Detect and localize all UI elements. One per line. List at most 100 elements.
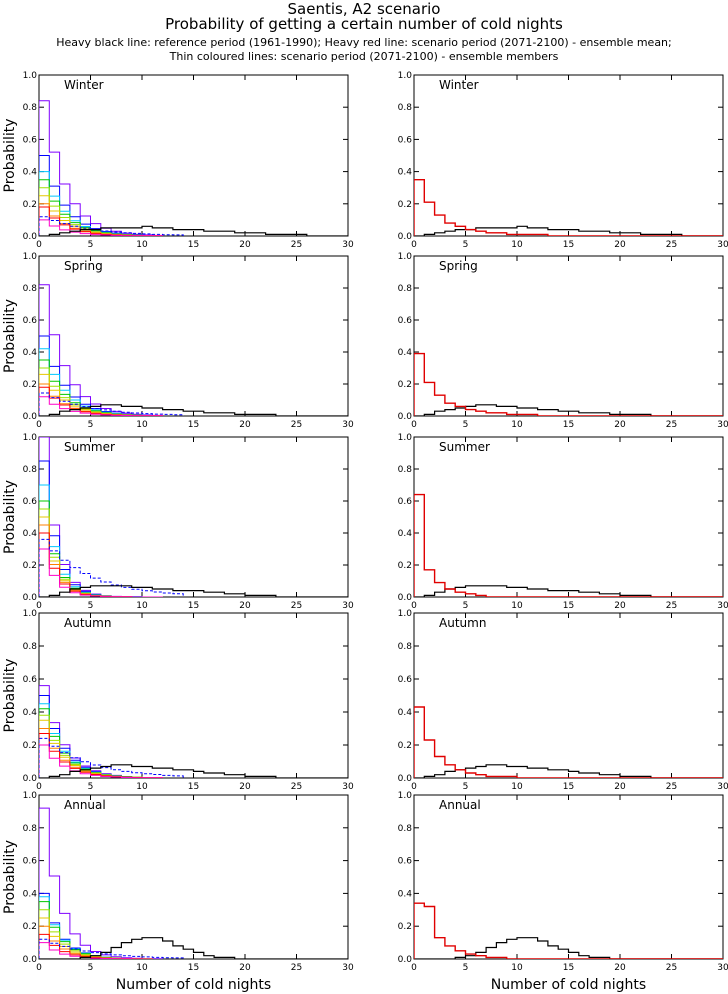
x-tick-label: 10 xyxy=(511,963,523,973)
x-tick-label: 5 xyxy=(88,963,94,973)
season-label: Summer xyxy=(64,440,115,454)
x-tick-label: 15 xyxy=(188,601,199,611)
y-tick-label: 1.0 xyxy=(23,791,38,801)
ensemble-member-line xyxy=(39,942,163,959)
x-tick-label: 30 xyxy=(342,782,354,792)
y-tick-label: 0.6 xyxy=(23,497,38,507)
y-tick-label: 0.2 xyxy=(23,380,37,390)
y-tick-label: 1.0 xyxy=(23,71,38,81)
x-tick-label: 15 xyxy=(563,963,574,973)
x-tick-label: 0 xyxy=(36,420,42,430)
y-tick-label: 0.2 xyxy=(23,561,37,571)
reference-period-line xyxy=(39,225,348,236)
x-tick-label: 20 xyxy=(614,420,626,430)
reference-period-line xyxy=(39,764,348,778)
y-tick-label: 0.0 xyxy=(23,412,38,422)
x-tick-label: 20 xyxy=(239,601,251,611)
plot-area xyxy=(414,493,723,597)
y-tick-label: 0.0 xyxy=(398,593,413,603)
x-tick-label: 30 xyxy=(342,420,354,430)
reference-period-line xyxy=(414,225,723,236)
legend-note-line-1: Heavy black line: reference period (1961… xyxy=(56,36,672,49)
y-tick-label: 0.0 xyxy=(398,412,413,422)
season-label: Autumn xyxy=(64,616,111,630)
y-tick-label: 0.2 xyxy=(23,200,37,210)
scenario-mean-line xyxy=(414,902,723,959)
plot-frame xyxy=(38,436,349,598)
y-tick-label: 0.8 xyxy=(23,103,38,113)
y-tick-label: 0.4 xyxy=(398,708,413,718)
y-tick-label: 1.0 xyxy=(398,252,413,262)
season-label: Spring xyxy=(439,259,478,273)
x-tick-label: 15 xyxy=(188,420,199,430)
legend-note-line-2: Thin coloured lines: scenario period (20… xyxy=(169,50,559,63)
ensemble-member-line xyxy=(39,500,163,597)
x-tick-label: 25 xyxy=(291,963,302,973)
ensemble-member-line xyxy=(39,396,164,416)
y-tick-label: 0.2 xyxy=(23,741,37,751)
x-tick-label: 0 xyxy=(411,601,417,611)
x-tick-label: 20 xyxy=(239,240,251,250)
season-label: Annual xyxy=(64,798,106,812)
x-tick-label: 0 xyxy=(36,963,42,973)
y-tick-label: 0.6 xyxy=(23,316,38,326)
y-tick-label: 0.4 xyxy=(23,529,38,539)
season-label: Winter xyxy=(64,78,104,92)
plot-area xyxy=(414,706,723,778)
y-tick-label: 0.0 xyxy=(398,774,413,784)
y-tick-label: 0.6 xyxy=(23,675,38,685)
x-tick-label: 25 xyxy=(666,420,677,430)
y-tick-label: 0.6 xyxy=(23,857,38,867)
y-tick-label: 0.4 xyxy=(398,529,413,539)
ensemble-member-dashed xyxy=(39,538,184,597)
x-tick-label: 5 xyxy=(463,601,469,611)
plot-frame xyxy=(413,436,724,598)
figure-subtitle: Probability of getting a certain number … xyxy=(165,15,563,33)
ensemble-member-line xyxy=(39,548,163,597)
y-tick-label: 0.8 xyxy=(23,642,38,652)
panel-winter-mean: 0.0 0.2 0.4 0.6 0.8 1.0 0 5 10 15 20 25 30 Winter xyxy=(398,71,728,250)
ensemble-member-line xyxy=(39,219,164,236)
y-axis-title: Probability xyxy=(2,840,18,914)
x-tick-label: 5 xyxy=(463,420,469,430)
y-axis-title: Probability xyxy=(2,658,18,732)
y-tick-label: 0.6 xyxy=(398,135,413,145)
x-tick-label: 20 xyxy=(239,782,251,792)
x-tick-label: 5 xyxy=(88,782,94,792)
y-tick-label: 0.8 xyxy=(398,465,413,475)
y-tick-label: 0.8 xyxy=(23,465,38,475)
y-tick-label: 0.2 xyxy=(398,561,412,571)
x-tick-label: 30 xyxy=(342,601,354,611)
panel-annual-members: 0.0 0.2 0.4 0.6 0.8 1.0 0 5 10 15 20 25 30 Annual Prob… xyxy=(2,791,354,993)
x-tick-label: 20 xyxy=(614,782,626,792)
y-tick-label: 1.0 xyxy=(23,609,38,619)
season-label: Summer xyxy=(439,440,490,454)
plot-frame xyxy=(413,612,724,779)
x-tick-label: 20 xyxy=(239,420,251,430)
x-tick-label: 20 xyxy=(239,963,251,973)
y-tick-label: 0.0 xyxy=(23,955,38,965)
y-tick-label: 0.0 xyxy=(398,955,413,965)
y-tick-label: 0.2 xyxy=(398,922,412,932)
panel-summer-members: 0.0 0.2 0.4 0.6 0.8 1.0 0 5 10 15 20 25 30 Summer Prob… xyxy=(2,433,354,611)
ensemble-member-line xyxy=(39,460,163,597)
x-tick-label: 15 xyxy=(563,782,574,792)
y-tick-label: 1.0 xyxy=(23,252,38,262)
plot-frame xyxy=(38,794,349,960)
season-label: Winter xyxy=(439,78,479,92)
y-tick-label: 0.2 xyxy=(398,200,412,210)
x-tick-label: 25 xyxy=(666,601,677,611)
x-tick-label: 10 xyxy=(511,240,523,250)
y-tick-label: 0.2 xyxy=(398,741,412,751)
x-tick-label: 0 xyxy=(36,601,42,611)
x-tick-label: 25 xyxy=(666,240,677,250)
ensemble-member-line xyxy=(39,744,164,778)
plot-area xyxy=(414,179,723,236)
y-tick-label: 0.4 xyxy=(23,708,38,718)
x-tick-label: 15 xyxy=(563,240,574,250)
x-tick-label: 25 xyxy=(666,963,677,973)
y-tick-label: 0.8 xyxy=(398,824,413,834)
x-tick-label: 30 xyxy=(717,963,728,973)
reference-period-line xyxy=(39,585,348,597)
y-tick-label: 0.6 xyxy=(23,135,38,145)
